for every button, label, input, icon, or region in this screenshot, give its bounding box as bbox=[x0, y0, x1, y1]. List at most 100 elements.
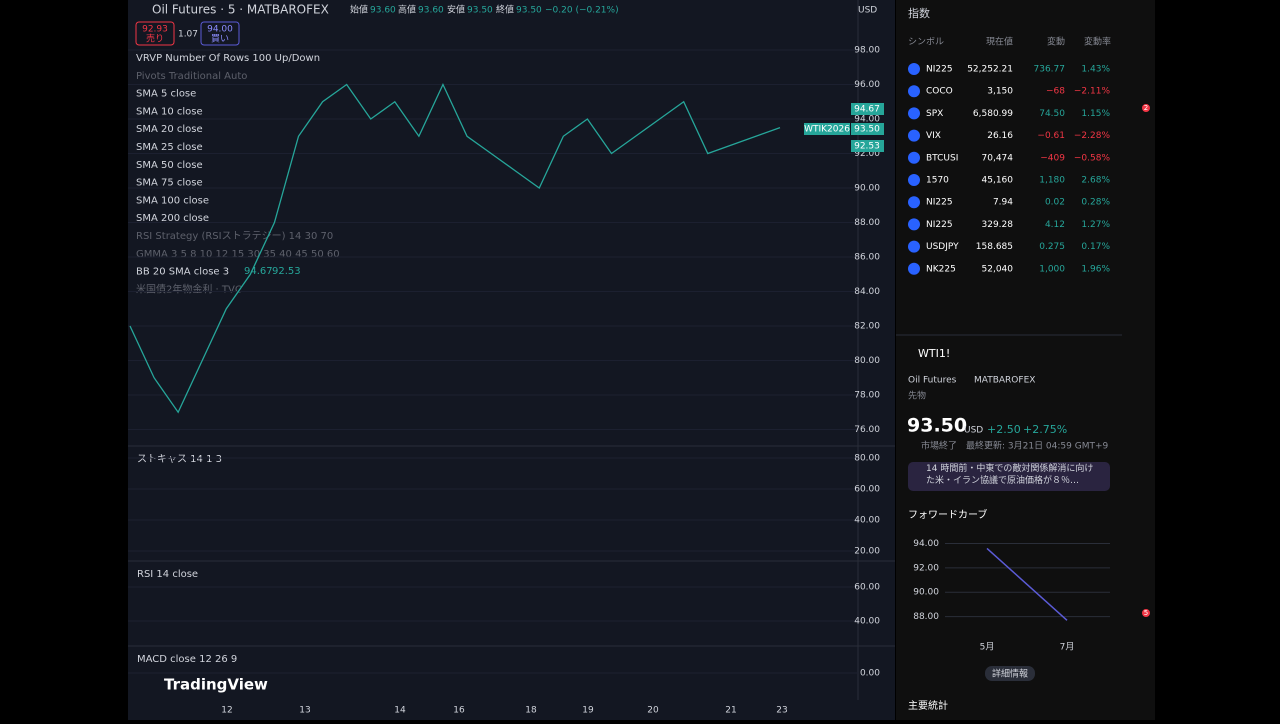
currency[interactable]: USD bbox=[858, 6, 877, 16]
ohlc: 93.60 bbox=[418, 6, 444, 16]
price-tag-label: 92.53 bbox=[854, 142, 880, 152]
detail-symbol: WTI1! bbox=[918, 347, 950, 360]
watchlist-cell[interactable]: NI225 bbox=[926, 198, 953, 208]
watchlist-cell[interactable]: 1,000 bbox=[1039, 264, 1065, 274]
details-label[interactable]: 詳細情報 bbox=[992, 668, 1028, 680]
watchlist-cell[interactable]: COCO bbox=[926, 87, 953, 97]
news-card[interactable] bbox=[908, 462, 1110, 491]
watchlist-cell[interactable]: 52,040 bbox=[982, 264, 1014, 274]
toolbar bbox=[1122, 0, 1155, 720]
y-tick-label: 20.00 bbox=[854, 547, 880, 557]
watchlist-cell[interactable]: 1.27% bbox=[1081, 220, 1110, 230]
watchlist-cell[interactable]: 1,180 bbox=[1039, 176, 1065, 186]
detail-exchange: MATBAROFEX bbox=[974, 376, 1035, 386]
watchlist-cell[interactable]: −0.61 bbox=[1037, 131, 1065, 141]
details-button[interactable] bbox=[985, 666, 1035, 681]
watchlist-cell[interactable]: 74.50 bbox=[1039, 109, 1065, 119]
news[interactable]: 14 時間前・中東での敵対関係解消に向けた米・イラン協議で原油価格が８％… bbox=[926, 464, 1094, 486]
x-tick-label: 23 bbox=[776, 706, 787, 716]
watchlist-cell[interactable]: 329.28 bbox=[982, 220, 1014, 230]
watchlist-cell[interactable]: 4.12 bbox=[1045, 220, 1065, 230]
pane-title: ストキャス 14 1 3 bbox=[137, 454, 222, 465]
watchlist-cell[interactable]: 158.685 bbox=[976, 242, 1013, 252]
watchlist-cell[interactable]: 0.275 bbox=[1039, 242, 1065, 252]
column-header: シンボル bbox=[908, 37, 944, 48]
x-tick-label: 18 bbox=[525, 706, 537, 716]
indicator: SMA 5 close bbox=[136, 89, 196, 100]
watchlist-cell[interactable]: 26.16 bbox=[987, 131, 1013, 141]
y-tick-label: 78.00 bbox=[854, 390, 880, 400]
indicator: 米国債2年物金利 · TVC bbox=[136, 282, 242, 295]
column-header: 変動 bbox=[1047, 36, 1065, 48]
y-tick-label: 80.00 bbox=[854, 454, 880, 464]
watchlist-cell[interactable]: NI225 bbox=[926, 65, 953, 75]
indicator: SMA 20 close bbox=[136, 124, 203, 135]
watchlist-cell[interactable]: 70,474 bbox=[982, 153, 1014, 163]
watchlist-cell[interactable]: −409 bbox=[1040, 153, 1065, 163]
ohlc: 始値 bbox=[350, 4, 368, 16]
watchlist-cell[interactable]: 6,580.99 bbox=[973, 109, 1013, 119]
watchlist-title[interactable]: 指数 bbox=[908, 6, 930, 20]
symbol-icon bbox=[908, 129, 920, 142]
price-tag-label: 94.67 bbox=[854, 105, 880, 115]
watchlist-cell[interactable]: −68 bbox=[1046, 87, 1065, 97]
watchlist-cell[interactable]: 1.96% bbox=[1081, 264, 1110, 274]
x-tick-label: 13 bbox=[299, 706, 310, 716]
indicator: SMA 200 close bbox=[136, 213, 209, 224]
watchlist-cell[interactable]: BTCUSI bbox=[926, 153, 958, 163]
badge bbox=[1142, 104, 1150, 112]
price-tag bbox=[851, 123, 884, 135]
y-tick-label: 82.00 bbox=[854, 321, 880, 331]
watchlist-cell[interactable]: 0.02 bbox=[1045, 198, 1065, 208]
pane-title: MACD close 12 26 9 bbox=[137, 654, 237, 665]
watchlist-cell[interactable]: VIX bbox=[926, 131, 941, 141]
badge-count: 5 bbox=[1144, 609, 1148, 617]
bb-value: 92.53 bbox=[272, 266, 301, 277]
detail-kind: 先物 bbox=[908, 390, 926, 402]
watchlist-cell[interactable]: −2.11% bbox=[1074, 87, 1111, 97]
symbol-icon bbox=[908, 85, 920, 98]
updated: 最終更新: 3月21日 04:59 GMT+9 bbox=[966, 440, 1109, 452]
watchlist-cell[interactable]: 1.15% bbox=[1081, 109, 1110, 119]
sell-label[interactable]: 売り bbox=[146, 33, 164, 45]
ohlc: 93.50 bbox=[516, 6, 542, 16]
buy-label[interactable]: 買い bbox=[211, 34, 229, 45]
indicator: SMA 50 close bbox=[136, 160, 203, 171]
watchlist-cell[interactable]: 1570 bbox=[926, 176, 949, 186]
ohlc: 93.60 bbox=[370, 6, 396, 16]
watchlist-cell[interactable]: 7.94 bbox=[993, 198, 1013, 208]
y-tick-label: 90.00 bbox=[854, 184, 880, 194]
watchlist-cell[interactable]: 1.43% bbox=[1081, 65, 1110, 75]
x-tick-label: 14 bbox=[394, 706, 406, 716]
watchlist-cell[interactable]: 2.68% bbox=[1081, 176, 1110, 186]
watchlist-cell[interactable]: 0.17% bbox=[1081, 242, 1110, 252]
y-tick-label: 60.00 bbox=[854, 583, 880, 593]
watchlist-cell[interactable]: −2.28% bbox=[1074, 131, 1111, 141]
watchlist-cell[interactable]: USDJPY bbox=[926, 242, 959, 252]
watchlist-cell[interactable]: 45,160 bbox=[982, 176, 1014, 186]
sell-price[interactable]: 92.93 bbox=[142, 25, 168, 35]
watchlist-cell[interactable]: 3,150 bbox=[987, 87, 1013, 97]
watchlist-cell[interactable]: 736.77 bbox=[1034, 65, 1066, 75]
column-header: 変動率 bbox=[1084, 36, 1111, 48]
y-tick-label: 86.00 bbox=[854, 252, 880, 262]
buy-button[interactable] bbox=[200, 21, 240, 46]
watchlist-cell[interactable]: NK225 bbox=[926, 264, 956, 274]
watchlist-cell[interactable]: 52,252.21 bbox=[967, 65, 1013, 75]
indicator: SMA 100 close bbox=[136, 195, 209, 206]
buy-price[interactable]: 94.00 bbox=[207, 25, 233, 35]
indicator: VRVP Number Of Rows 100 Up/Down bbox=[136, 53, 320, 64]
symbol: Oil Futures · 5 · MATBAROFEX bbox=[152, 3, 329, 17]
watchlist-cell[interactable]: NI225 bbox=[926, 220, 953, 230]
contract-label: WTIK2026 bbox=[804, 125, 850, 135]
watchlist-cell[interactable]: 0.28% bbox=[1081, 198, 1110, 208]
y-tick-label: 0.00 bbox=[860, 669, 880, 679]
x-tick-label: 5月 bbox=[980, 642, 995, 653]
x-tick-label: 19 bbox=[582, 706, 594, 716]
detail-currency: USD bbox=[964, 426, 983, 436]
watchlist-cell[interactable]: SPX bbox=[926, 109, 943, 119]
sell-button[interactable] bbox=[135, 21, 175, 46]
contract-tag bbox=[804, 123, 850, 135]
watchlist-cell[interactable]: −0.58% bbox=[1074, 153, 1111, 163]
